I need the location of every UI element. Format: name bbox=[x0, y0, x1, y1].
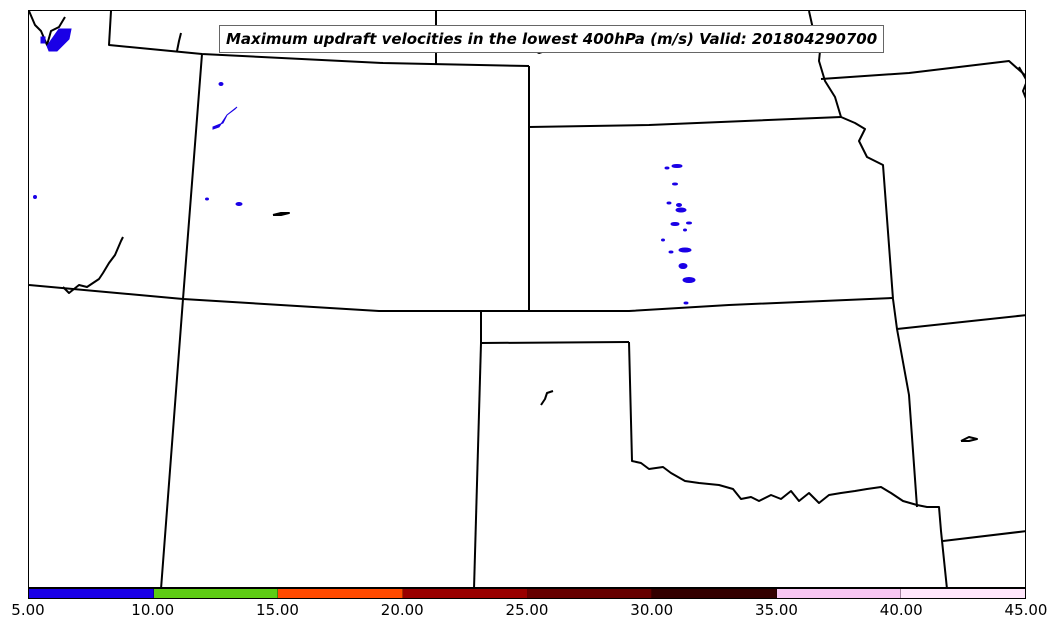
updraft-contour-utah bbox=[46, 28, 72, 52]
updraft-contour-kansas-6 bbox=[675, 207, 687, 213]
updraft-contour-kansas-10 bbox=[661, 238, 665, 242]
updraft-contour-utah-dot bbox=[33, 195, 37, 199]
colorado-utah-boundary bbox=[160, 53, 203, 587]
updraft-contour-colorado bbox=[212, 106, 238, 130]
wyoming-colorado-boundary bbox=[29, 284, 529, 312]
updraft-contour-utah-small bbox=[40, 36, 46, 44]
updraft-contour-kansas-5 bbox=[676, 203, 682, 207]
colorbar-segment-1 bbox=[153, 589, 279, 598]
updraft-contour-colorado-dot-2 bbox=[235, 202, 243, 206]
colorbar-segment-6 bbox=[776, 589, 902, 598]
reservoir-outline-wy bbox=[272, 212, 290, 216]
colorbar-segment-7 bbox=[901, 589, 1025, 598]
lake-outline-ar bbox=[960, 436, 978, 442]
colorbar-segment-0 bbox=[29, 589, 154, 598]
updraft-contour-kansas-7 bbox=[670, 222, 680, 226]
updraft-contour-kansas-3 bbox=[672, 182, 678, 186]
updraft-contours bbox=[33, 28, 696, 305]
updraft-contour-kansas-4 bbox=[666, 201, 672, 205]
updraft-contour-kansas-9 bbox=[683, 228, 687, 232]
colorbar-tick-label: 15.00 bbox=[256, 601, 299, 619]
lake-outline-east-ut bbox=[62, 236, 124, 294]
colorbar-tick-label: 30.00 bbox=[630, 601, 674, 619]
iowa-edge bbox=[1018, 66, 1025, 99]
state-boundary-map bbox=[29, 11, 1025, 587]
colorbar-segment-2 bbox=[278, 589, 403, 598]
colorado-oklahoma-panhandle bbox=[480, 311, 630, 344]
updraft-contour-kansas-12 bbox=[668, 250, 674, 254]
colorbar-tick-label: 35.00 bbox=[755, 601, 798, 619]
lake-outline-tx bbox=[540, 390, 554, 406]
updraft-contour-kansas-11 bbox=[678, 247, 692, 253]
colorbar-segment-5 bbox=[652, 589, 777, 598]
arkansas-louisiana-boundary bbox=[942, 530, 1025, 542]
colorbar-segment-3 bbox=[402, 589, 528, 598]
great-salt-lake-outline bbox=[29, 11, 66, 46]
iowa-missouri-boundary bbox=[820, 60, 1025, 80]
colorbar-tick-label: 45.00 bbox=[1004, 601, 1048, 619]
new-mexico-boundary bbox=[473, 342, 482, 587]
updraft-contour-kansas-2 bbox=[664, 166, 670, 170]
colorbar-segment-4 bbox=[527, 589, 653, 598]
reservoir-outline-wy-nd bbox=[176, 32, 182, 52]
colorbar-tick-label: 20.00 bbox=[380, 601, 424, 619]
updraft-contour-colorado-dot-3 bbox=[205, 197, 209, 201]
map-title: Maximum updraft velocities in the lowest… bbox=[219, 25, 885, 53]
colorbar bbox=[28, 588, 1026, 599]
kansas-oklahoma-boundary bbox=[481, 297, 894, 312]
updraft-contour-kansas-1 bbox=[671, 164, 683, 168]
updraft-contour-kansas-15 bbox=[683, 301, 689, 305]
updraft-contour-colorado-dot-1 bbox=[218, 82, 224, 86]
state-boundaries bbox=[29, 11, 1025, 587]
colorbar-tick-label: 25.00 bbox=[505, 601, 549, 619]
colorbar-tick-label: 5.00 bbox=[11, 601, 45, 619]
updraft-contour-kansas-13 bbox=[678, 263, 688, 269]
nebraska-south bbox=[528, 116, 842, 128]
wyoming-nebraska-north bbox=[108, 11, 530, 67]
colorbar-tick-label: 40.00 bbox=[879, 601, 923, 619]
texas-oklahoma-red-river bbox=[628, 341, 948, 587]
missouri-kansas-boundary bbox=[840, 116, 918, 508]
arkansas-oklahoma-boundary bbox=[896, 314, 1025, 330]
map-panel: Maximum updraft velocities in the lowest… bbox=[28, 10, 1026, 588]
updraft-contour-kansas-14 bbox=[682, 277, 696, 283]
colorbar-tick-label: 10.00 bbox=[131, 601, 175, 619]
updraft-contour-kansas-8 bbox=[686, 221, 692, 225]
